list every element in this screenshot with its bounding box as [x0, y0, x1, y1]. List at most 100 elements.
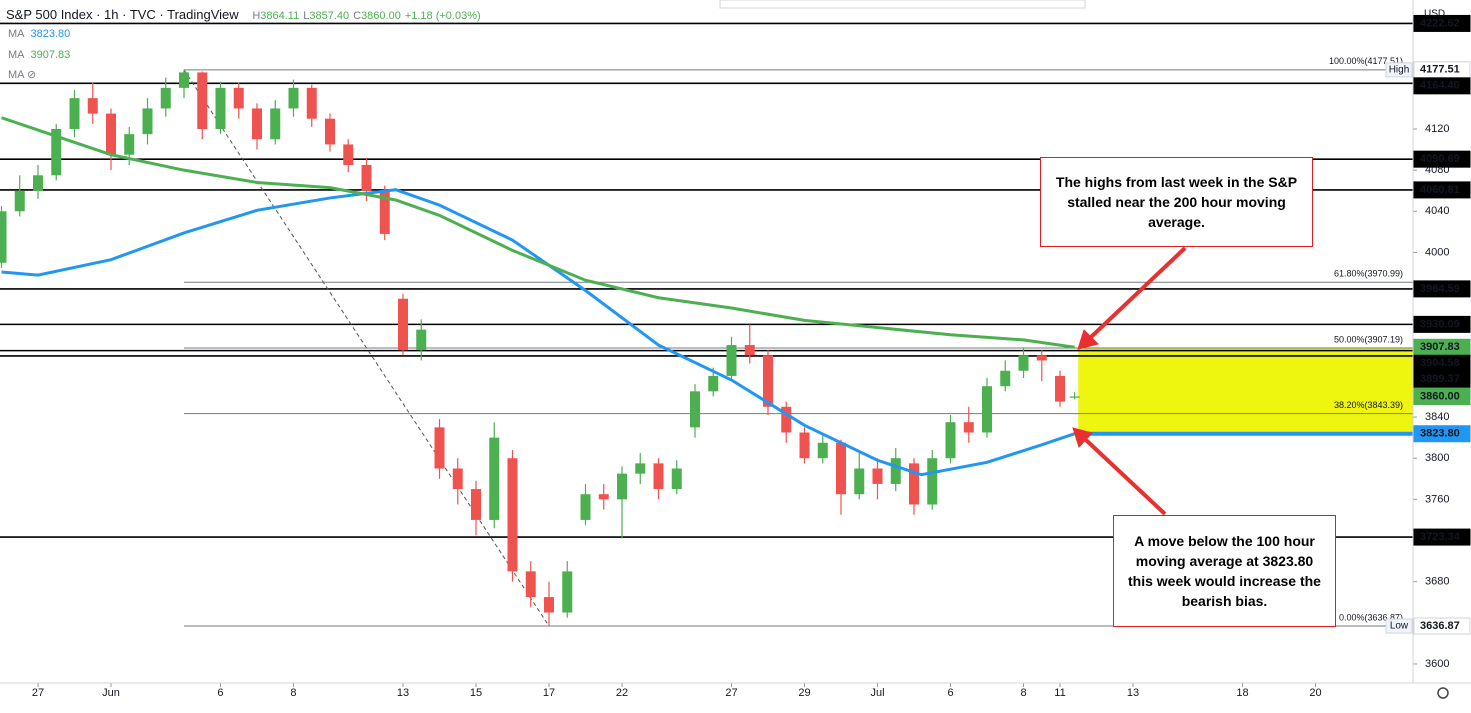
price-tag — [1413, 617, 1471, 635]
arrow — [1072, 246, 1187, 516]
candle-body — [69, 98, 80, 130]
fib-label: 0.00%(3636.87) — [1339, 612, 1403, 622]
fib-label: 38.20%(3843.39) — [1334, 400, 1403, 410]
x-tick-label: Jun — [102, 687, 120, 699]
extreme-name: Low — [1390, 621, 1409, 632]
candle-body — [836, 442, 847, 495]
y-tick-label: 4120 — [1425, 123, 1449, 135]
candle-body — [1000, 370, 1011, 387]
candle-body — [397, 298, 408, 351]
stat-value: 3864.11 — [260, 10, 300, 22]
y-tick-label: 3840 — [1425, 411, 1449, 423]
legend-hidden: MA ⊘ — [8, 69, 37, 81]
price-tag — [1413, 150, 1471, 168]
stat-value: 3860.00 — [361, 10, 401, 22]
candle-body — [799, 432, 810, 459]
candle-body — [324, 118, 335, 145]
x-tick-label: Jul — [870, 687, 884, 699]
candle-body — [708, 375, 719, 392]
x-tick-label: 11 — [1054, 687, 1065, 699]
candle-body — [1036, 355, 1047, 361]
x-tick-label: 8 — [290, 687, 296, 699]
candle-body — [726, 345, 737, 376]
candle-body — [1055, 375, 1066, 402]
candle-body — [525, 571, 536, 598]
marks-layer — [0, 69, 1080, 627]
x-tick-label: 27 — [32, 687, 44, 699]
legend-label: MA — [8, 69, 24, 81]
annotation: A move below the 100 hour moving average… — [1113, 515, 1336, 627]
toolbar — [719, 0, 1086, 9]
y-tick-label: 3680 — [1425, 576, 1449, 588]
candle-body — [124, 134, 135, 155]
x-tick-label: 20 — [1309, 687, 1321, 699]
candle-body — [690, 391, 701, 428]
ma-line — [1, 116, 1075, 349]
header: S&P 500 Index · 1h · TVC · TradingView H… — [6, 7, 481, 22]
candle-body — [471, 489, 482, 520]
candle-body — [489, 437, 500, 520]
price-tag-label: 4060.81 — [1420, 184, 1460, 196]
x-tick-label: 6 — [947, 687, 953, 699]
price-tag-label: 4177.51 — [1420, 64, 1460, 76]
candle-body — [909, 463, 920, 505]
price-tag-label: 4164.40 — [1420, 80, 1460, 92]
candle-body — [744, 345, 755, 356]
candle-body — [1069, 396, 1080, 398]
candle-body — [1018, 355, 1029, 371]
candle-body — [580, 494, 591, 520]
x-tick-label: 15 — [470, 687, 482, 699]
price-tag-label: 3860.00 — [1420, 390, 1460, 402]
price-tag-label: 4222.62 — [1420, 17, 1460, 29]
candle-body — [160, 87, 171, 109]
candle-body — [379, 190, 390, 234]
price-tag-label: 4090.69 — [1420, 153, 1460, 165]
candle-body — [452, 468, 463, 490]
x-tick-label: 17 — [543, 687, 555, 699]
price-tag — [1413, 370, 1471, 388]
candle-body — [343, 144, 354, 166]
x-tick-label: 6 — [217, 687, 223, 699]
candle-body — [927, 458, 938, 505]
candle-body — [617, 473, 628, 500]
legend-label: MA — [8, 28, 25, 40]
extreme-name-tag — [1385, 62, 1413, 78]
price-tag-label: 3930.09 — [1420, 318, 1460, 330]
candle-body — [854, 468, 865, 495]
x-tick-label: 29 — [798, 687, 810, 699]
candle-body — [544, 597, 555, 613]
x-tick-label: 13 — [397, 687, 409, 699]
price-tag — [1413, 425, 1471, 443]
symbol-title[interactable]: S&P 500 Index · 1h · TVC · TradingView — [6, 7, 239, 22]
legend-value: 3823.80 — [30, 28, 71, 40]
x-tick-label: 13 — [1127, 687, 1139, 699]
candle-body — [653, 463, 664, 490]
price-tag — [1413, 77, 1471, 95]
candle-body — [982, 386, 993, 433]
y-tick-label: 3800 — [1425, 452, 1449, 464]
candle-body — [598, 494, 609, 500]
candle-body — [87, 98, 98, 114]
candle-body — [361, 165, 372, 191]
price-tag — [1413, 14, 1471, 32]
candle-body — [890, 458, 901, 484]
y-tick-label: 3760 — [1425, 493, 1449, 505]
candle-body — [507, 458, 518, 572]
candle-body — [945, 422, 956, 459]
settings-icon[interactable] — [1437, 687, 1449, 699]
legend-label: MA — [8, 49, 25, 61]
fib-label: 61.80%(3970.99) — [1334, 269, 1403, 279]
price-tag-label: 3964.59 — [1420, 283, 1460, 295]
legend: MA 3823.80 MA 3907.83 — [8, 28, 70, 70]
stat-value: 3857.40 — [309, 10, 350, 22]
candle-body — [671, 468, 682, 490]
annotation: The highs from last week in the S&P stal… — [1040, 157, 1313, 247]
candle-body — [817, 442, 828, 459]
price-tag — [1413, 528, 1471, 546]
price-tag-label: 3823.80 — [1420, 428, 1460, 440]
price-tag — [1413, 181, 1471, 199]
candle-body — [288, 87, 299, 109]
stat-change: +1.18 (+0.03%) — [404, 10, 481, 22]
y-tick-label: 4000 — [1425, 246, 1449, 258]
price-tag-label: 3636.87 — [1420, 620, 1460, 632]
